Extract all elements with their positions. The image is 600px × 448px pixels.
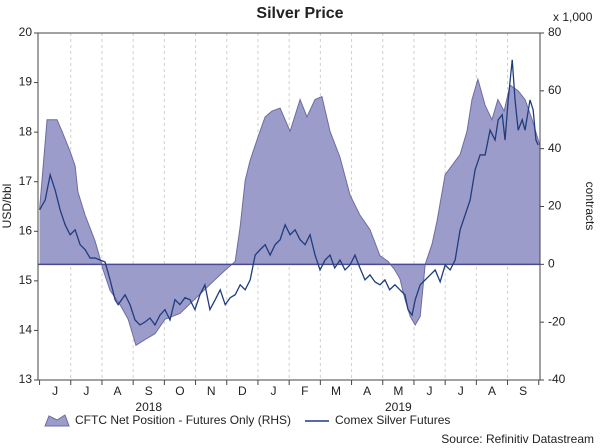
x-tick-label: N [207,384,216,398]
x-tick-label: O [175,384,184,398]
year-label: 2018 [135,400,162,414]
x-tick-label: M [331,384,341,398]
x-tick-label: F [301,384,308,398]
legend-label: Comex Silver Futures [335,413,450,427]
x-tick-label: J [52,384,58,398]
area-edge [39,77,541,347]
x-tick-label: J [427,384,433,398]
source: Source: Refinitiv Datastream [441,432,594,446]
x-tick-label: S [145,384,153,398]
y-axis-label: USD/bbl [0,184,14,229]
x-tick-label: A [363,384,371,398]
y-tick-label: 13 [19,372,33,386]
y-tick-label: 15 [19,273,33,287]
x-tick-label: A [488,384,496,398]
y-tick-label: 14 [19,323,33,337]
y2-unit: x 1,000 [553,10,593,24]
y-tick-label: 20 [19,25,33,39]
y2-tick-label: -40 [548,372,566,386]
y2-axis-label: contracts [583,182,597,231]
x-tick-label: J [271,384,277,398]
area-fill [39,79,541,346]
y2-tick-label: 60 [548,83,562,97]
year-label: 2019 [385,400,412,414]
y-tick-label: 16 [19,223,33,237]
x-tick-label: S [519,384,527,398]
x-tick-label: J [458,384,464,398]
x-tick-label: A [114,384,122,398]
plot-frame [37,32,541,381]
y2-tick-label: 80 [548,25,562,39]
price-line [38,59,539,327]
x-tick-label: D [238,384,247,398]
y2-tick-label: 0 [548,257,555,271]
y2-tick-label: -20 [548,314,566,328]
y2-tick-label: 20 [548,199,562,213]
chart-title: Silver Price [256,5,343,22]
y-tick-label: 18 [19,124,33,138]
y-tick-label: 17 [19,174,33,188]
y2-tick-label: 40 [548,141,562,155]
legend-label: CFTC Net Position - Futures Only (RHS) [75,413,291,427]
x-tick-label: J [83,384,89,398]
x-tick-label: M [393,384,403,398]
legend-swatch [44,414,70,427]
y-tick-label: 19 [19,75,33,89]
